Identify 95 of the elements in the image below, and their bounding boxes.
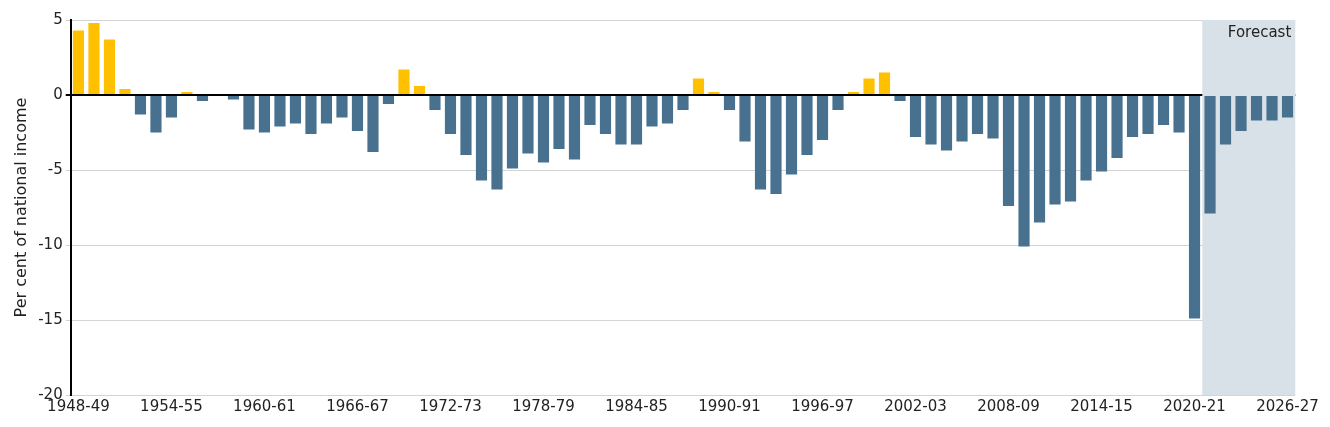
bar [522,96,534,154]
x-tick-label: 2008-09 [977,396,1040,415]
bar [1219,96,1232,145]
bar [398,69,410,94]
x-tick-label: 1996-97 [791,396,854,415]
bar [1188,96,1201,319]
y-tick-label: 5 [53,9,63,28]
bar [274,96,286,127]
y-tick-label: -10 [38,234,63,253]
bar [971,96,984,134]
bar [863,78,875,94]
bar [692,78,705,94]
bar [754,96,767,190]
bar [1002,96,1015,206]
bar [770,96,782,194]
bar [72,30,85,94]
bar [351,96,364,131]
bar [987,96,999,139]
x-tick-label: 1960-61 [233,396,296,415]
bar [165,96,178,118]
bar [444,96,457,134]
bar [801,96,813,155]
bar [196,96,209,101]
bar [1095,96,1108,172]
bar [739,96,751,142]
bar [382,96,395,104]
bar [227,96,240,100]
bar [258,96,271,133]
bar [1111,96,1123,158]
bar [413,86,426,94]
x-tick-label: 2020-21 [1163,396,1226,415]
y-axis-title: Per cent of national income [10,97,30,318]
bar [785,96,798,175]
bar [956,96,968,142]
bar [909,96,922,137]
bar [584,96,596,125]
x-tick-label: 1966-67 [326,396,389,415]
bar [878,72,891,94]
bar [429,96,441,110]
bar [1204,96,1216,214]
bar [615,96,627,145]
x-tick-label: 1978-79 [512,396,575,415]
bar [289,96,302,124]
bar [940,96,953,151]
x-tick-label: 2002-03 [884,396,947,415]
bar [646,96,658,127]
x-tick-label: 1954-55 [140,396,203,415]
bar [894,96,906,101]
bar [150,96,162,133]
bar [677,96,689,110]
bar [832,96,844,110]
bar [1142,96,1154,134]
bar [320,96,333,124]
bar [1033,96,1046,223]
bar [537,96,550,163]
band-label: Forecast [1227,23,1292,42]
bar [506,96,519,169]
x-tick-label: 2026-27 [1256,396,1319,415]
bar [305,96,317,134]
bar [367,96,379,152]
x-tick-label: 1984-85 [605,396,668,415]
y-tick-label: -5 [47,159,63,178]
y-tick-label: 0 [53,84,63,103]
bar [103,39,116,94]
bar [134,96,147,115]
bar [816,96,829,140]
x-tick-label: 2014-15 [1070,396,1133,415]
bar [1126,96,1139,137]
bar [1157,96,1170,125]
bar [1173,96,1185,133]
bar [475,96,488,181]
bar [599,96,612,134]
bar [119,89,131,94]
bar [491,96,503,190]
bar [336,96,348,118]
bar [925,96,937,145]
bar [1018,96,1030,247]
bar [1266,96,1278,121]
bar [723,96,736,110]
bar [661,96,674,124]
bar [553,96,565,149]
bar [1235,96,1247,131]
x-tick-label: 1972-73 [419,396,482,415]
bar [1049,96,1061,205]
bar [1080,96,1092,181]
bar [460,96,472,155]
y-tick-label: -15 [38,309,63,328]
bar [1250,96,1263,121]
bar [1281,96,1294,118]
bar [88,23,100,94]
x-tick-label: 1990-91 [698,396,761,415]
bar [630,96,643,145]
bar [243,96,255,130]
bar [568,96,581,160]
bar [1064,96,1077,202]
